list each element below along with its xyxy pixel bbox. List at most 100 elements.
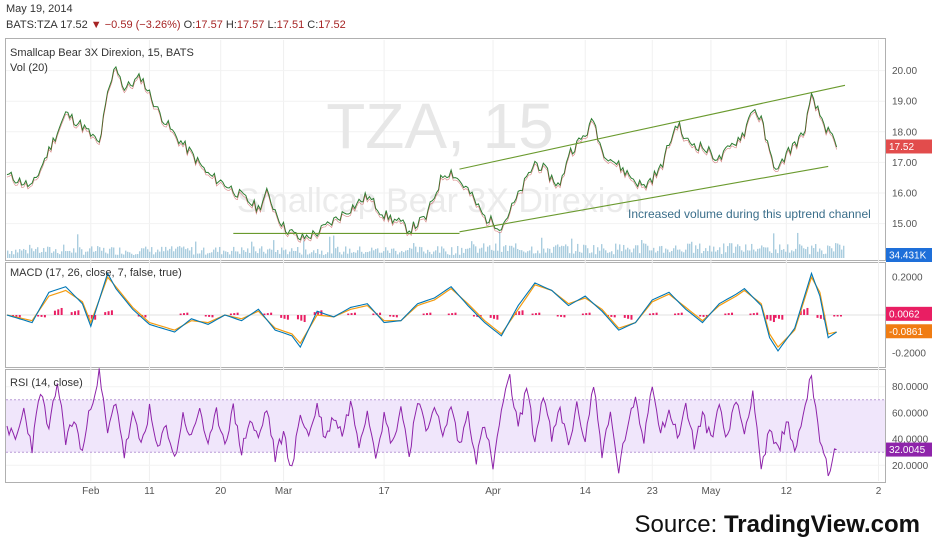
macd-histogram-bar bbox=[655, 312, 658, 315]
volume-bar bbox=[51, 252, 53, 258]
volume-bar bbox=[183, 246, 185, 258]
volume-bar bbox=[695, 245, 697, 258]
volume-bar bbox=[827, 245, 829, 258]
macd-histogram-bar bbox=[37, 315, 40, 317]
volume-bar bbox=[53, 251, 55, 258]
x-tick-label: Feb bbox=[82, 486, 100, 497]
volume-bar bbox=[637, 245, 639, 258]
volume-bar bbox=[653, 247, 655, 258]
volume-bar bbox=[373, 250, 375, 258]
macd-histogram-bar bbox=[777, 315, 780, 319]
volume-bar bbox=[799, 244, 801, 258]
macd-histogram-bar bbox=[731, 312, 734, 315]
macd-histogram-bar bbox=[836, 315, 839, 317]
volume-bar bbox=[817, 251, 819, 258]
volume-bar bbox=[791, 250, 793, 258]
volume-bar bbox=[405, 250, 407, 258]
volume-bar bbox=[685, 249, 687, 258]
volume-bar bbox=[139, 251, 141, 258]
rsi-pane-frame bbox=[5, 369, 886, 483]
source-brand[interactable]: TradingView.com bbox=[723, 511, 920, 538]
header-last: 17.52 bbox=[60, 19, 88, 31]
macd-histogram-bar bbox=[229, 313, 232, 316]
macd-histogram-bar bbox=[560, 315, 563, 317]
volume-bar bbox=[157, 249, 159, 258]
volume-bar bbox=[123, 254, 125, 258]
macd-histogram-bar bbox=[839, 315, 842, 317]
volume-bar bbox=[579, 251, 581, 258]
volume-bar bbox=[87, 251, 89, 258]
volume-bar bbox=[519, 249, 521, 258]
x-tick-label: May bbox=[701, 486, 720, 497]
volume-bar bbox=[105, 252, 107, 258]
header-low: 17.51 bbox=[276, 19, 305, 31]
volume-bar bbox=[293, 250, 295, 258]
trend-line bbox=[459, 165, 829, 233]
volume-bar bbox=[387, 250, 389, 258]
volume-bar bbox=[217, 251, 219, 258]
volume-bar bbox=[497, 250, 499, 258]
volume-bar bbox=[711, 251, 713, 258]
volume-bar bbox=[291, 248, 293, 258]
volume-bar bbox=[785, 251, 787, 258]
macd-histogram-bar bbox=[496, 315, 499, 320]
volume-bar bbox=[509, 245, 511, 258]
volume-bar bbox=[89, 248, 91, 258]
volume-bar bbox=[691, 241, 693, 258]
volume-bar bbox=[311, 252, 313, 258]
volume-bar bbox=[287, 254, 289, 258]
macd-histogram-bar bbox=[283, 315, 286, 319]
volume-bar bbox=[545, 252, 547, 258]
volume-bar bbox=[549, 248, 551, 258]
macd-histogram-badge: 0.0062 bbox=[889, 309, 920, 320]
price-series bbox=[6, 65, 838, 243]
volume-bar bbox=[135, 254, 137, 258]
volume-bar bbox=[45, 251, 47, 258]
volume-bar bbox=[613, 254, 615, 258]
volume-bar bbox=[807, 246, 809, 258]
header-date: May 19, 2014 bbox=[6, 3, 73, 15]
volume-bar bbox=[37, 247, 39, 258]
volume-bar bbox=[265, 253, 267, 258]
volume-bar bbox=[783, 249, 785, 258]
volume-bar bbox=[433, 251, 435, 258]
volume-bar bbox=[745, 244, 747, 258]
macd-histogram-bar bbox=[699, 315, 702, 317]
volume-bar bbox=[473, 244, 475, 258]
volume-bar bbox=[655, 252, 657, 258]
source-prefix: Source: bbox=[634, 511, 724, 538]
macd-histogram-bar bbox=[186, 312, 189, 315]
volume-bar bbox=[693, 252, 695, 258]
volume-bar bbox=[191, 247, 193, 258]
volume-bar bbox=[575, 251, 577, 258]
macd-signal-badge-bg bbox=[886, 324, 932, 339]
volume-bar bbox=[25, 249, 27, 258]
volume-bar bbox=[811, 245, 813, 258]
volume-bar bbox=[773, 233, 775, 258]
volume-badge: 34.431K bbox=[889, 251, 927, 262]
volume-bar bbox=[647, 245, 649, 258]
volume-bar bbox=[27, 253, 29, 258]
header-close: 17.52 bbox=[318, 19, 346, 31]
volume-bar bbox=[513, 247, 515, 258]
macd-histogram-bar bbox=[588, 312, 591, 315]
volume-bar bbox=[697, 248, 699, 258]
macd-histogram-bar bbox=[211, 315, 214, 318]
volume-bar bbox=[793, 251, 795, 258]
volume-bar bbox=[523, 251, 525, 258]
header-symbol[interactable]: BATS:TZA bbox=[6, 19, 58, 31]
volume-bar bbox=[317, 249, 319, 258]
volume-bar bbox=[635, 245, 637, 258]
volume-bar bbox=[595, 254, 597, 258]
volume-bar bbox=[489, 245, 491, 258]
rsi-badge: 32.0045 bbox=[889, 445, 926, 456]
x-tick-label: Apr bbox=[485, 486, 501, 497]
volume-bar bbox=[229, 254, 231, 258]
volume-bar bbox=[455, 253, 457, 258]
volume-bar bbox=[441, 246, 443, 258]
rsi-pane-title: RSI (14, close) bbox=[10, 377, 83, 389]
volume-bar bbox=[275, 251, 277, 258]
volume-bar bbox=[13, 254, 15, 258]
volume-bar bbox=[795, 248, 797, 258]
